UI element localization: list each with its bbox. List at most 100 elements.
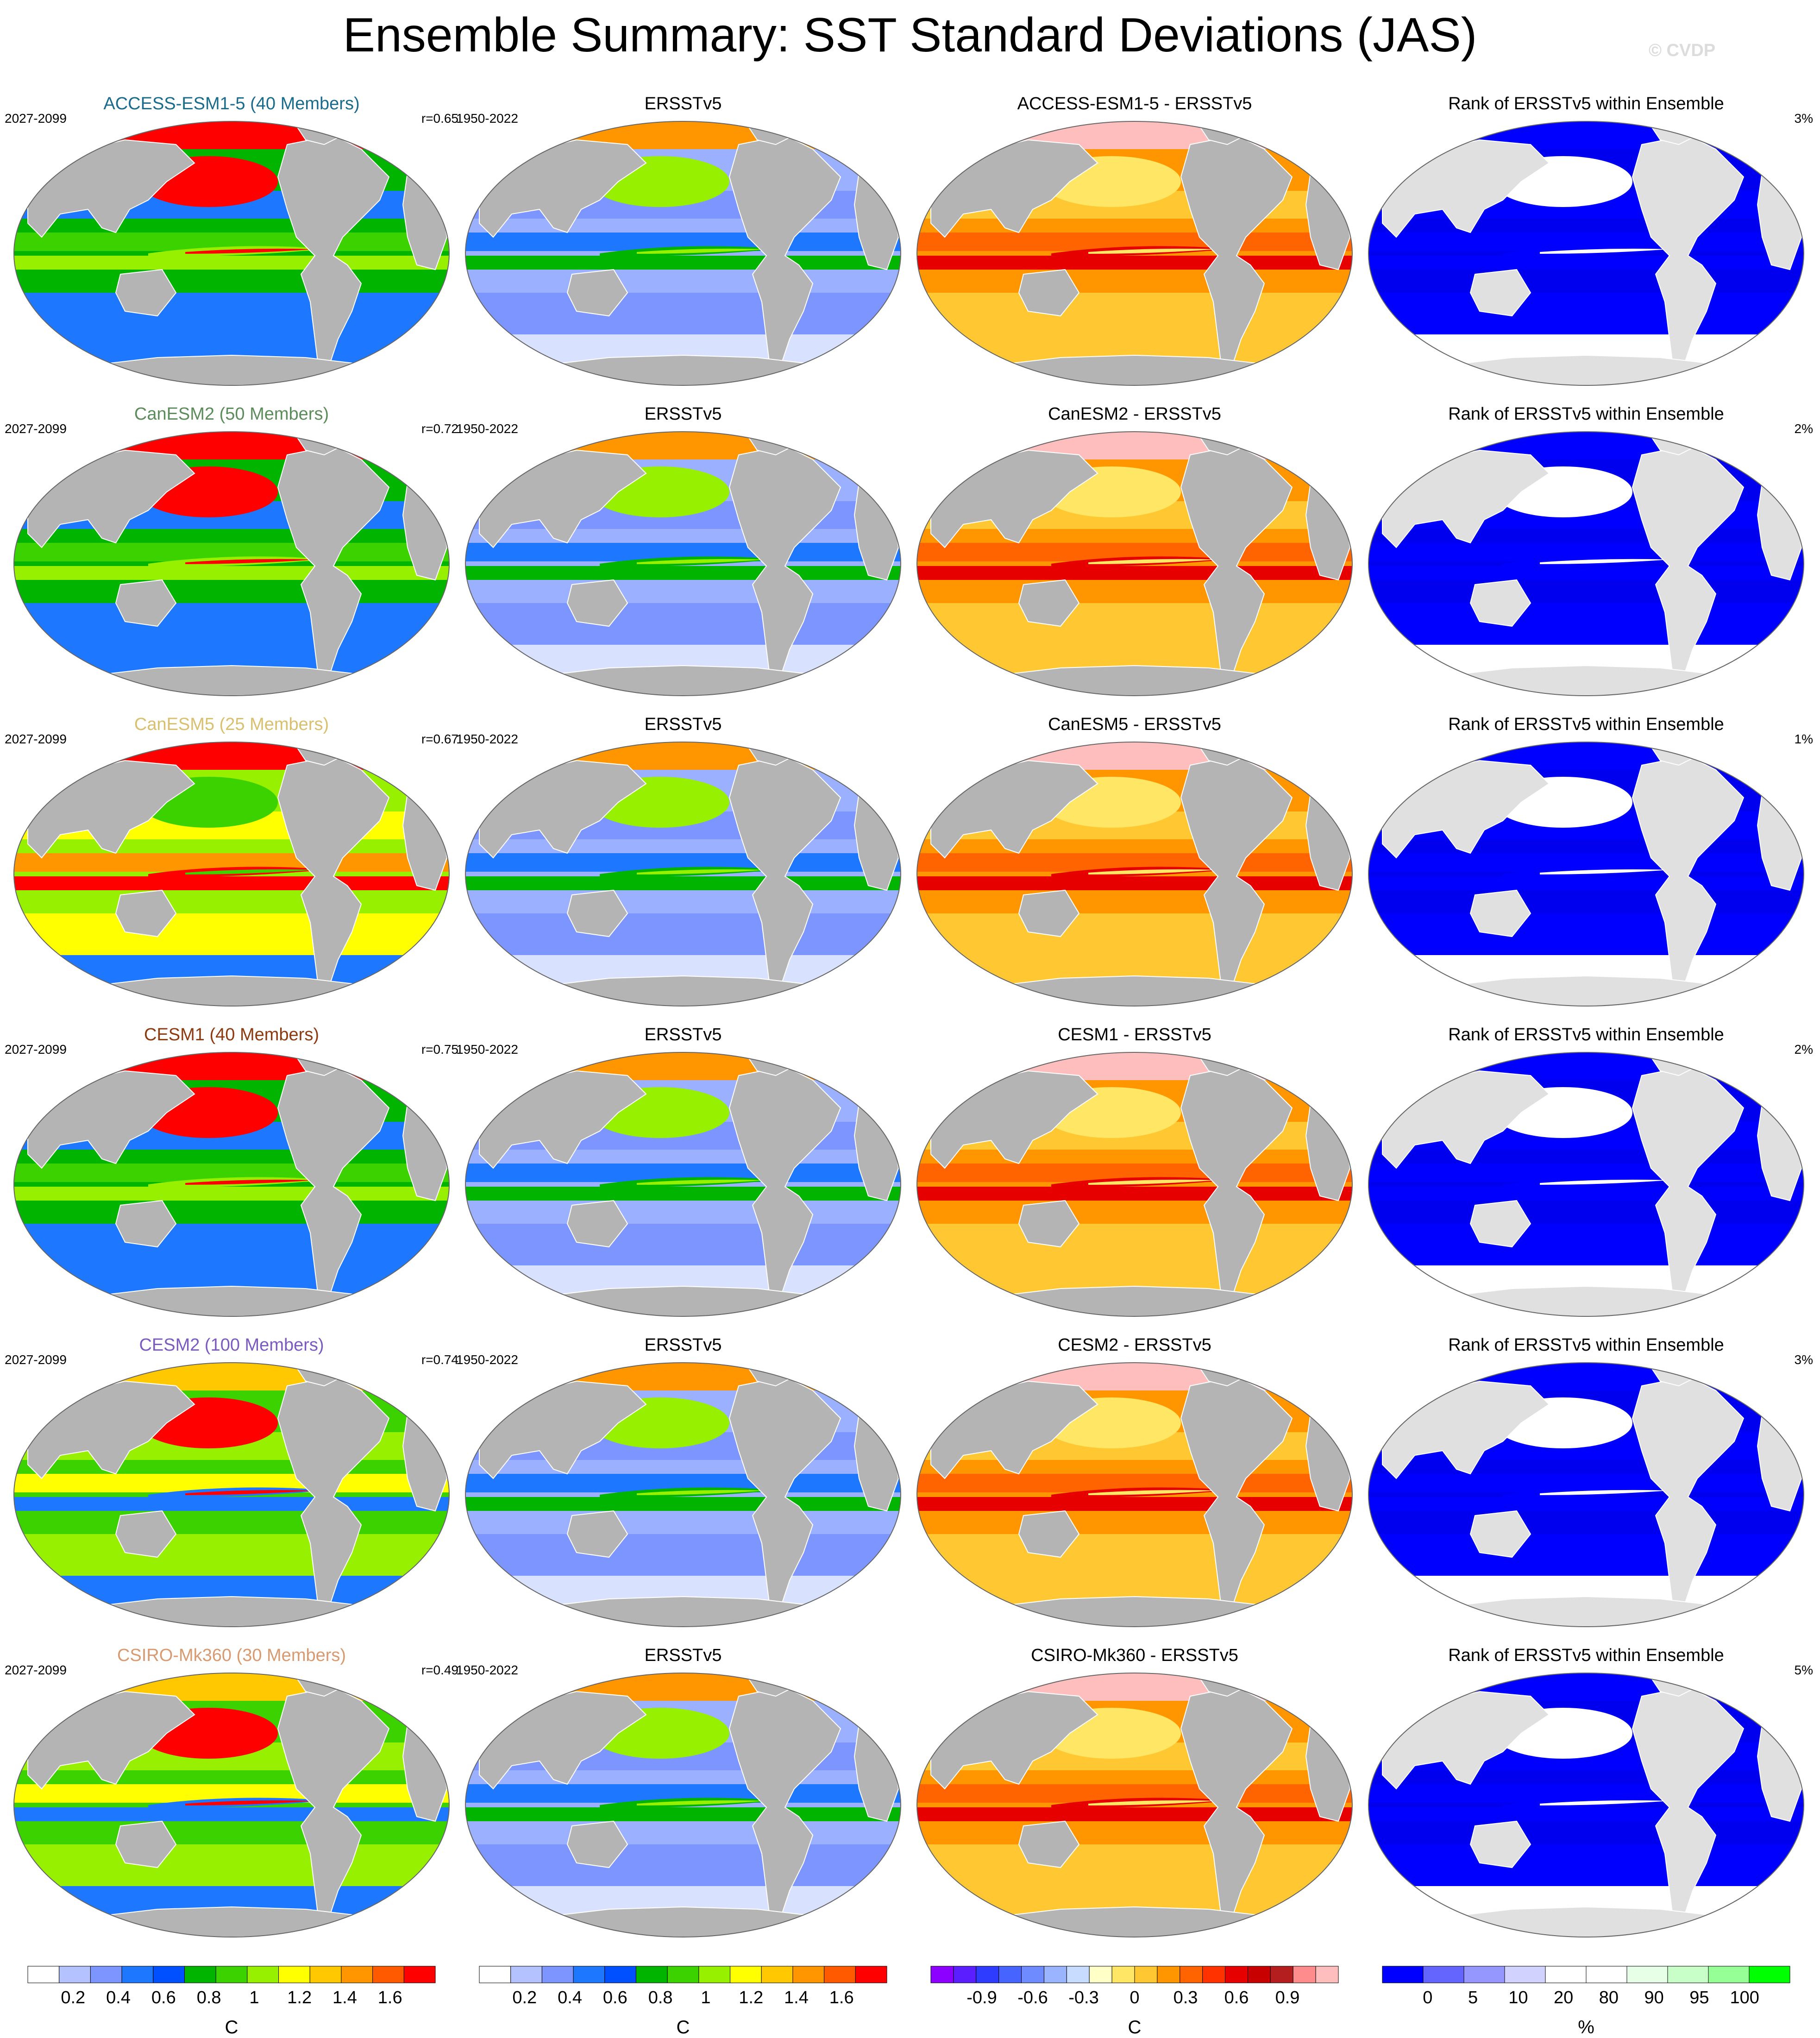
panel-title: Rank of ERSSTv5 within Ensemble (1448, 1025, 1724, 1044)
sst-band (1368, 1187, 1804, 1201)
colorbar-swatch (1134, 1966, 1158, 1983)
equatorial-core (1540, 869, 1669, 874)
land-mass (566, 269, 628, 317)
colorbar-swatch (998, 1966, 1022, 1983)
world-map (13, 742, 450, 1006)
rank-panel: Rank of ERSSTv5 within Ensemble 1% (1364, 713, 1813, 1024)
equatorial-core (185, 1179, 315, 1185)
colorbar-swatch (1180, 1966, 1203, 1983)
sst-band (1368, 1534, 1804, 1576)
colorbar-swatch (698, 1966, 731, 1983)
colorbar-swatch (1089, 1966, 1112, 1983)
colorbar-swatch (541, 1966, 574, 1983)
land-mass (115, 579, 177, 627)
period-label: 1950-2022 (456, 732, 518, 746)
colorbar-unit-label: C (676, 2017, 690, 2038)
land-mass (728, 445, 841, 688)
world-map (916, 1673, 1353, 1937)
land-mass (277, 1686, 390, 1929)
land-mass (1018, 1200, 1080, 1248)
equatorial-core (185, 1490, 315, 1495)
difference-panel: CESM1 - ERSSTv5 (912, 1024, 1357, 1334)
sst-band (14, 1497, 449, 1511)
pattern-correlation-label: r=0.74 (421, 1352, 458, 1367)
panel-title: CSIRO-Mk360 - ERSSTv5 (1031, 1646, 1238, 1665)
difference-panel: CanESM2 - ERSSTv5 (912, 403, 1357, 713)
period-label: 2027-2099 (5, 732, 67, 746)
model-panel: CESM1 (40 Members) 2027-2099 r=0.75 (5, 1024, 458, 1334)
period-label: 2027-2099 (5, 1352, 67, 1367)
rank-percent-label: 1% (1794, 732, 1813, 746)
colorbar-tick-label: 0.8 (648, 1988, 673, 2007)
map-outline (465, 1673, 901, 1937)
colorbar-swatch (1202, 1966, 1226, 1983)
world-map (465, 742, 901, 1006)
colorbar-swatch (1749, 1966, 1790, 1983)
colorbar-swatch (930, 1966, 954, 1983)
period-label: 1950-2022 (456, 1042, 518, 1057)
colorbar-swatch (184, 1966, 216, 1983)
colorbar-swatch (1423, 1966, 1464, 1983)
map-outline (916, 1362, 1353, 1627)
colorbar-swatch (1504, 1966, 1546, 1983)
map-outline (13, 431, 450, 696)
sst-band (917, 293, 1352, 334)
obs-panel: ERSSTv5 1950-2022 (456, 403, 905, 713)
panel-title: ACCESS-ESM1-5 (40 Members) (103, 94, 360, 113)
land-mass (115, 1510, 177, 1558)
panel-title: Rank of ERSSTv5 within Ensemble (1448, 1335, 1724, 1355)
colorbar-swatch (215, 1966, 248, 1983)
period-label: 1950-2022 (456, 1352, 518, 1367)
sst-band (14, 566, 449, 580)
colorbar-tick-label: 80 (1599, 1988, 1619, 2007)
period-label: 1950-2022 (456, 421, 518, 436)
colorbar-swatch (479, 1966, 511, 1983)
panel-title: CESM1 (40 Members) (144, 1025, 319, 1044)
rank-percent-label: 2% (1794, 1042, 1813, 1057)
colorbar-swatch (1667, 1966, 1709, 1983)
map-outline (916, 1052, 1353, 1317)
land-mass (728, 755, 841, 998)
sst-band (465, 1497, 901, 1511)
sst-band (1368, 293, 1804, 334)
land-mass (1180, 445, 1293, 688)
world-map (1368, 121, 1804, 386)
colorbar-tick-label: 0 (1130, 1988, 1139, 2007)
colorbar-swatch (403, 1966, 436, 1983)
model-panel: CanESM2 (50 Members) 2027-2099 r=0.72 (5, 403, 458, 713)
equatorial-core (185, 869, 315, 874)
colorbar-tick-label: 0.4 (106, 1988, 131, 2007)
equatorial-core (637, 1179, 766, 1185)
colorbar-swatch (667, 1966, 699, 1983)
difference-panel: ACCESS-ESM1-5 - ERSSTv5 (912, 93, 1357, 403)
world-map (13, 121, 450, 386)
colorbar-tick-label: 0.2 (61, 1988, 85, 2007)
land-mass (1632, 1686, 1745, 1929)
land-mass (566, 579, 628, 627)
sst-band (14, 293, 449, 334)
equatorial-core (637, 248, 766, 254)
colorbar-tick-label: 0.8 (197, 1988, 221, 2007)
world-map (916, 121, 1353, 386)
colorbar-swatch (1157, 1966, 1180, 1983)
sst-band (465, 256, 901, 270)
sst-band (1368, 913, 1804, 955)
equatorial-core (1088, 559, 1218, 564)
sst-band (14, 913, 449, 955)
equatorial-core (185, 1800, 315, 1805)
land-mass (1018, 579, 1080, 627)
sst-band (1368, 603, 1804, 645)
equatorial-core (185, 559, 315, 564)
panel-title: CanESM2 (50 Members) (134, 404, 329, 424)
map-outline (13, 1052, 450, 1317)
land-mass (1018, 889, 1080, 937)
equatorial-core (1088, 1490, 1218, 1495)
world-map (1368, 742, 1804, 1006)
panel-title: CanESM5 (25 Members) (134, 715, 329, 734)
difference-panel: CESM2 - ERSSTv5 (912, 1334, 1357, 1644)
sst-band (14, 1224, 449, 1265)
difference-panel: CSIRO-Mk360 - ERSSTv5 (912, 1644, 1357, 1955)
period-label: 2027-2099 (5, 1663, 67, 1677)
colorbar-tick-label: 0 (1423, 1988, 1432, 2007)
land-mass (277, 134, 390, 377)
